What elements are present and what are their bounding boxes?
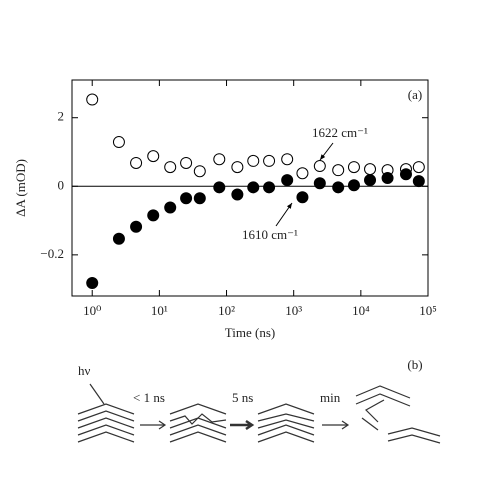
marker	[147, 150, 160, 163]
step-label: min	[320, 390, 341, 405]
panel-label: (b)	[407, 357, 422, 372]
x-tick-label: 10³	[285, 303, 302, 318]
arrow	[140, 420, 167, 430]
marker	[231, 161, 244, 174]
marker	[412, 161, 425, 174]
marker	[347, 179, 360, 192]
y-tick-label: −0.2	[40, 246, 64, 261]
stack-relaxed	[257, 403, 315, 443]
step-label: < 1 ns	[133, 390, 165, 405]
marker	[399, 168, 412, 181]
series-label: 1622 cm⁻¹	[312, 125, 368, 140]
marker	[130, 220, 143, 233]
marker	[364, 163, 377, 176]
marker	[247, 154, 260, 167]
marker	[281, 174, 294, 187]
marker	[86, 276, 99, 289]
marker	[193, 192, 206, 205]
marker	[263, 181, 276, 194]
y-tick-label: 0	[58, 177, 65, 192]
marker	[332, 181, 345, 194]
marker	[296, 167, 309, 180]
marker	[164, 161, 177, 174]
marker	[112, 136, 125, 149]
marker	[180, 156, 193, 169]
fragments	[355, 385, 441, 444]
y-tick-label: 2	[58, 109, 65, 124]
marker	[180, 192, 193, 205]
marker	[296, 191, 309, 204]
step-label: 5 ns	[232, 390, 253, 405]
x-axis-label: Time (ns)	[225, 325, 275, 340]
marker	[231, 188, 244, 201]
marker	[281, 153, 294, 166]
marker	[147, 209, 160, 222]
arrow	[230, 419, 255, 431]
marker	[364, 174, 377, 187]
arrow	[322, 420, 350, 430]
marker	[213, 181, 226, 194]
pointer-head	[286, 203, 292, 209]
marker	[263, 154, 276, 167]
marker	[313, 177, 326, 190]
marker	[332, 164, 345, 177]
x-tick-label: 10⁰	[83, 303, 101, 318]
marker	[193, 165, 206, 178]
y-axis-label: ΔA (mOD)	[13, 159, 28, 217]
excitation-label: hν	[78, 363, 91, 378]
marker	[247, 181, 260, 194]
stack-ground	[77, 383, 135, 443]
marker	[130, 156, 143, 169]
x-tick-label: 10¹	[151, 303, 168, 318]
plot-frame	[71, 79, 429, 297]
marker	[86, 93, 99, 106]
pointer-head	[320, 154, 326, 160]
series-label: 1610 cm⁻¹	[242, 227, 298, 242]
marker	[213, 153, 226, 166]
marker	[313, 160, 326, 173]
panel-label: (a)	[408, 87, 422, 102]
marker	[164, 201, 177, 214]
marker	[412, 175, 425, 188]
stack-excited	[169, 403, 227, 443]
x-tick-label: 10⁴	[352, 303, 370, 318]
marker	[381, 172, 394, 185]
marker	[112, 232, 125, 245]
x-tick-label: 10²	[218, 303, 235, 318]
marker	[347, 161, 360, 174]
x-tick-label: 10⁵	[419, 303, 437, 318]
